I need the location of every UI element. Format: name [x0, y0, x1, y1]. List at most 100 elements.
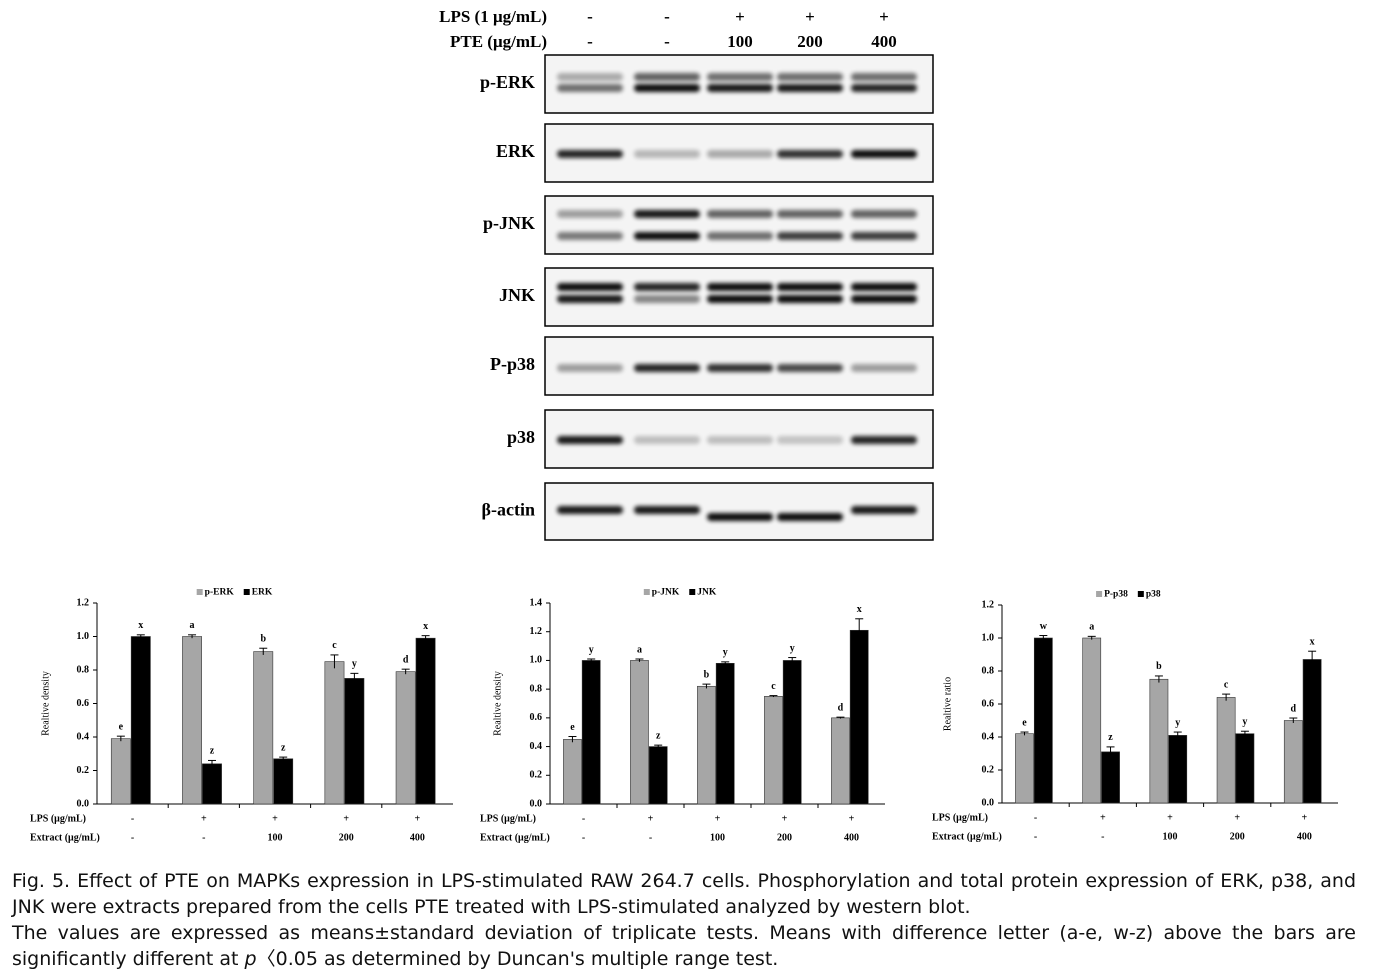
x-row-value: +	[1234, 812, 1240, 823]
error-bar	[587, 658, 596, 662]
blot-band	[851, 295, 917, 303]
bar	[715, 662, 735, 805]
x-row-value: 400	[844, 832, 859, 843]
x-row-value: 200	[1230, 831, 1245, 842]
y-tick-label: 1.2	[77, 597, 90, 608]
error-bar	[769, 695, 778, 698]
legend-swatch	[1137, 591, 1144, 597]
y-axis-label: Realtive density	[40, 671, 51, 736]
blot-band	[707, 232, 773, 240]
bar	[849, 629, 869, 805]
caption: Fig. 5. Effect of PTE on MAPKs expressio…	[12, 868, 1356, 972]
significance-letter: x	[857, 604, 862, 615]
bar	[1235, 733, 1255, 804]
y-tick-label: 0.4	[982, 731, 995, 742]
error-bar	[1222, 693, 1231, 701]
y-tick-label: 0.4	[77, 731, 90, 742]
x-row-value: +	[648, 813, 654, 824]
legend-swatch	[196, 589, 203, 595]
x-row-value: +	[415, 813, 421, 824]
significance-letter: x	[138, 620, 143, 631]
blot-band	[777, 73, 843, 81]
blot-band-label: P-p38	[490, 354, 535, 374]
caption-text: 〈0.05 as determined by Duncan's multiple…	[256, 948, 779, 970]
x-row-value: 100	[268, 832, 283, 843]
legend-label: p38	[1146, 590, 1161, 600]
legend-label: JNK	[697, 588, 717, 598]
bar	[202, 763, 222, 805]
blot-band	[777, 513, 843, 521]
blot-band	[557, 436, 623, 444]
significance-letter: e	[1022, 717, 1027, 728]
legend-label: ERK	[252, 588, 273, 598]
error-bar	[1039, 635, 1048, 641]
caption-p: p	[244, 948, 257, 970]
blot-band	[777, 150, 843, 158]
blot-band	[634, 84, 700, 92]
bar	[697, 685, 716, 805]
significance-letter: z	[1108, 732, 1113, 743]
x-row-value: 100	[1163, 831, 1178, 842]
blot-band	[634, 283, 700, 291]
bar	[253, 651, 274, 805]
bar	[1216, 697, 1236, 804]
x-row-label: LPS (μg/mL)	[932, 812, 988, 823]
blot-band-label: β-actin	[482, 500, 535, 520]
y-axis-label: Realtive density	[492, 671, 503, 736]
bar	[630, 660, 649, 805]
y-tick-label: 0.0	[530, 798, 543, 809]
x-row-value: 400	[410, 832, 425, 843]
error-bar	[1106, 746, 1115, 757]
bar	[1015, 733, 1034, 804]
blot-panel	[544, 195, 934, 255]
error-bar	[279, 756, 288, 761]
error-bar	[188, 634, 197, 639]
blot-header-value: +	[805, 7, 815, 26]
significance-letter: a	[1089, 622, 1094, 633]
bar	[1082, 637, 1102, 804]
blot-band	[557, 295, 623, 303]
blot-band	[707, 364, 773, 372]
error-bar	[330, 654, 339, 669]
significance-letter: d	[838, 702, 844, 713]
error-bar	[116, 735, 125, 742]
blot-band-label: p-JNK	[483, 213, 535, 233]
error-bar	[1087, 635, 1096, 640]
y-axis-label: Realtive ratio	[942, 677, 953, 731]
significance-letter: d	[403, 654, 409, 665]
legend-swatch	[689, 589, 696, 595]
legend-label: p-JNK	[652, 588, 680, 598]
x-row-value: -	[1101, 831, 1104, 842]
blot-band	[851, 436, 917, 444]
bar	[273, 758, 294, 805]
significance-letter: y	[1242, 717, 1247, 728]
error-bar	[654, 744, 663, 749]
blot-band	[634, 232, 700, 240]
significance-letter: c	[771, 681, 776, 692]
bar	[1302, 659, 1322, 804]
significance-letter: z	[210, 746, 215, 757]
significance-letter: a	[190, 620, 195, 631]
blot-band	[707, 150, 773, 158]
error-bar	[401, 668, 410, 675]
significance-letter: b	[1156, 661, 1162, 672]
blot-band	[557, 364, 623, 372]
blot-band	[777, 283, 843, 291]
x-row-value: +	[272, 813, 278, 824]
error-bar	[836, 716, 845, 719]
blot-band	[851, 283, 917, 291]
blot-header-label: PTE (μg/mL)	[450, 32, 547, 51]
blot-band	[851, 232, 917, 240]
caption-line: Fig. 5. Effect of PTE on MAPKs expressio…	[12, 870, 1356, 918]
error-bar	[207, 759, 216, 768]
significance-letter: z	[281, 742, 286, 753]
x-row-label: LPS (μg/mL)	[30, 813, 86, 824]
y-tick-label: 1.0	[77, 631, 90, 642]
blot-band	[851, 73, 917, 81]
blot-band	[851, 506, 917, 514]
blot-band	[707, 436, 773, 444]
y-tick-label: 1.4	[530, 597, 543, 608]
y-tick-label: 0.2	[77, 765, 90, 776]
x-row-value: +	[782, 813, 788, 824]
